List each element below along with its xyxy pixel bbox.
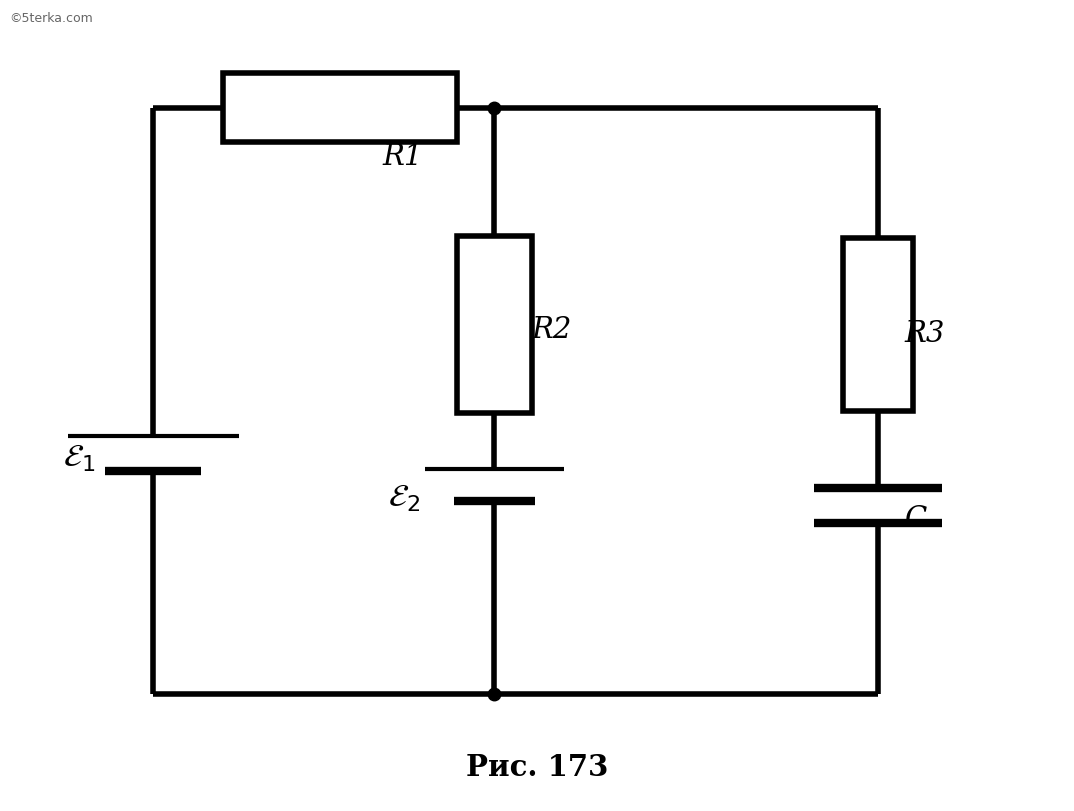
Text: ©5terka.com: ©5terka.com [10,12,93,25]
Text: $\mathcal{E}_2$: $\mathcal{E}_2$ [388,482,420,513]
Bar [222,75,458,143]
Text: Рис. 173: Рис. 173 [466,753,608,781]
Text: R2: R2 [532,315,572,343]
Text: R3: R3 [904,320,945,347]
Text: $\mathcal{E}_1$: $\mathcal{E}_1$ [62,442,95,474]
Bar [458,237,532,414]
Bar [843,239,913,411]
Text: R1: R1 [382,143,423,170]
Text: C: C [904,504,927,532]
